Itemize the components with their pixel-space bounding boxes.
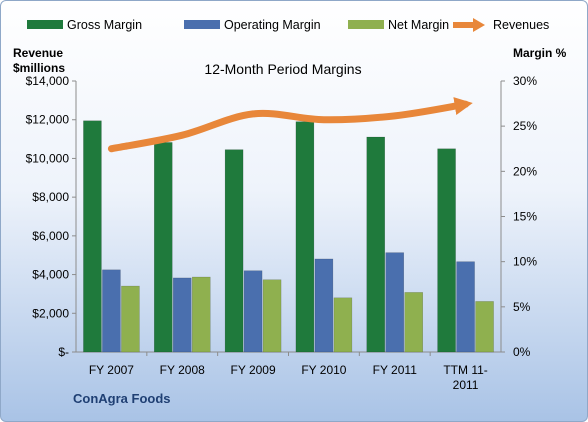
left-axis-title-unit: $millions <box>13 61 65 75</box>
axes: $- $2,000 $4,000 $6,000 $8,000 $10,000 $12,000… <box>26 74 538 392</box>
gross-margin-bar <box>224 149 244 353</box>
right-axis-title: Margin % <box>513 46 567 60</box>
left-tick-label: $4,000 <box>32 268 69 282</box>
right-tick-label: 0% <box>513 345 531 359</box>
operating-margin-legend-label: Operating Margin <box>224 18 321 32</box>
right-tick-label: 30% <box>513 74 537 88</box>
x-tick-label: 2011 <box>453 378 479 392</box>
chart-title: 12-Month Period Margins <box>204 61 361 77</box>
x-tick-label: FY 2009 <box>231 363 276 377</box>
left-tick-label: $14,000 <box>26 74 70 88</box>
gross-margin-bar <box>437 148 456 353</box>
revenues-legend-arrow <box>473 18 485 32</box>
net-margin-bar <box>475 301 494 353</box>
left-tick-label: $10,000 <box>26 151 70 165</box>
bars <box>83 120 494 353</box>
x-tick-label: TTM 11- <box>443 363 487 377</box>
left-tick-label: $12,000 <box>26 113 70 127</box>
left-tick-label: $8,000 <box>32 190 69 204</box>
company-name: ConAgra Foods <box>73 391 171 406</box>
operating-margin-bar <box>173 277 192 353</box>
left-axis-title: Revenue <box>13 46 63 60</box>
operating-margin-legend-swatch <box>184 20 220 29</box>
x-tick-label: FY 2007 <box>89 363 134 377</box>
gross-margin-bar <box>154 142 173 353</box>
net-margin-bar <box>333 297 353 353</box>
legend: Gross Margin Operating Margin Net Margin Re… <box>27 18 549 32</box>
net-margin-legend-label: Net Margin <box>388 18 449 32</box>
left-tick-label: $2,000 <box>32 306 69 320</box>
operating-margin-bar <box>385 252 404 353</box>
left-tick-label: $- <box>58 345 69 359</box>
operating-margin-bar <box>243 270 263 353</box>
right-tick-label: 10% <box>513 255 537 269</box>
right-tick-label: 15% <box>513 210 537 224</box>
operating-margin-bar <box>102 269 121 353</box>
gross-margin-legend-swatch <box>27 20 63 29</box>
right-tick-label: 25% <box>513 119 537 133</box>
net-margin-bar <box>262 279 282 353</box>
left-tick-label: $6,000 <box>32 229 69 243</box>
revenues-legend-label: Revenues <box>493 18 549 32</box>
gross-margin-bar <box>295 121 315 353</box>
net-margin-legend-swatch <box>348 20 384 29</box>
operating-margin-bar <box>314 258 334 353</box>
gross-margin-bar <box>83 120 102 353</box>
x-tick-label: FY 2008 <box>160 363 205 377</box>
net-margin-bar <box>121 285 140 353</box>
right-tick-label: 20% <box>513 164 537 178</box>
revenues-line <box>107 97 473 153</box>
x-tick-label: FY 2010 <box>301 363 346 377</box>
net-margin-bar <box>192 276 211 353</box>
net-margin-bar <box>404 292 423 353</box>
operating-margin-bar <box>456 261 475 353</box>
x-tick-label: FY 2011 <box>373 363 418 377</box>
right-tick-label: 5% <box>513 300 531 314</box>
gross-margin-bar <box>366 136 385 353</box>
gross-margin-legend-label: Gross Margin <box>67 18 142 32</box>
revenue-line <box>107 97 473 153</box>
